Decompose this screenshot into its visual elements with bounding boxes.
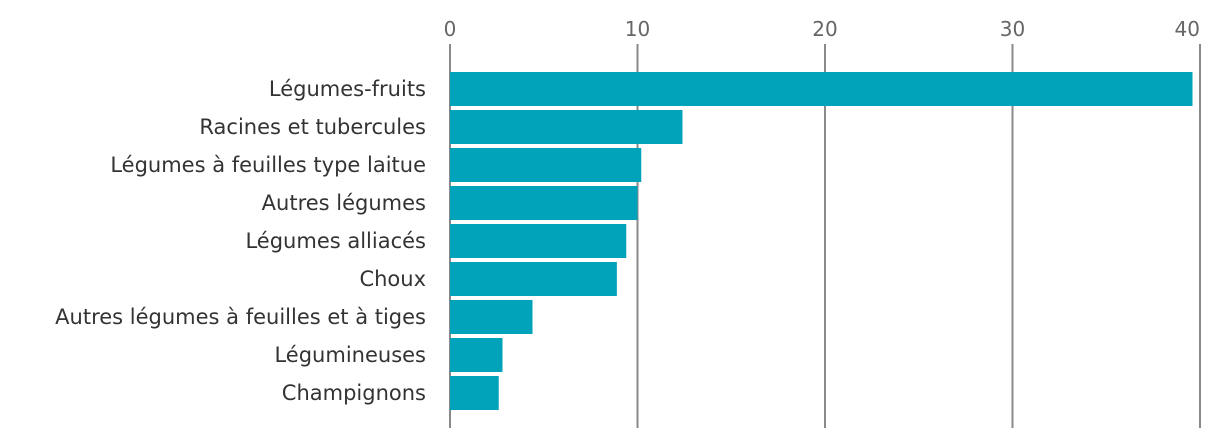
category-label: Choux <box>359 267 426 291</box>
x-tick-label: 40 <box>1175 17 1200 41</box>
category-label: Autres légumes à feuilles et à tiges <box>55 305 426 329</box>
bar <box>450 262 617 296</box>
category-label: Champignons <box>282 381 426 405</box>
bar <box>450 148 642 182</box>
bars <box>450 72 1193 410</box>
x-tick-label: 10 <box>625 17 650 41</box>
category-label: Légumes-fruits <box>269 77 426 101</box>
x-axis-ticks: 0 10 20 30 40 <box>444 17 1200 41</box>
category-label: Légumes à feuilles type laitue <box>110 153 426 177</box>
bar <box>450 376 499 410</box>
category-labels: Légumes-fruits Racines et tubercules Légum… <box>55 77 426 405</box>
category-label: Autres légumes <box>262 191 426 215</box>
bar <box>450 224 627 258</box>
category-label: Racines et tubercules <box>199 115 426 139</box>
bar <box>450 338 503 372</box>
bar <box>450 300 533 334</box>
x-tick-label: 0 <box>444 17 457 41</box>
x-tick-label: 20 <box>812 17 837 41</box>
category-label: Légumineuses <box>274 343 426 367</box>
bar <box>450 110 683 144</box>
category-label: Légumes alliacés <box>245 229 426 253</box>
x-tick-label: 30 <box>1000 17 1025 41</box>
bar <box>450 72 1193 106</box>
bar <box>450 186 638 220</box>
